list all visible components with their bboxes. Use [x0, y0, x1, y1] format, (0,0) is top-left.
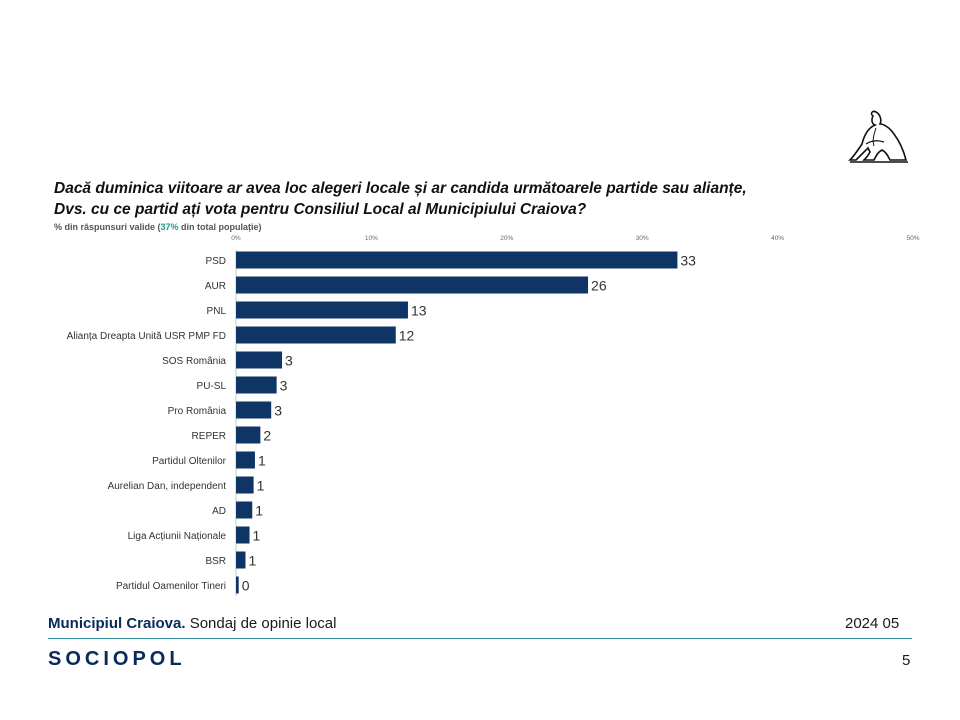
category-label: PSD	[205, 256, 226, 267]
category-label: BSR	[205, 556, 226, 567]
category-label: PU-SL	[197, 381, 227, 392]
data-label: 1	[257, 478, 265, 494]
bar	[236, 426, 261, 444]
category-label: Partidul Oamenilor Tineri	[116, 581, 226, 592]
bar	[236, 401, 272, 419]
bar	[236, 351, 283, 369]
data-label: 1	[255, 503, 263, 519]
footer-date: 2024 05	[845, 615, 900, 632]
footer-divider	[48, 638, 912, 639]
data-label: 1	[253, 528, 261, 544]
bar	[236, 251, 678, 269]
x-tick-label: 40%	[771, 235, 784, 242]
data-label: 1	[248, 553, 256, 569]
data-label: 12	[399, 328, 415, 344]
data-label: 3	[280, 378, 288, 394]
chart-question: Dacă duminica viitoare ar avea loc alege…	[54, 178, 934, 220]
data-label: 3	[285, 353, 293, 369]
subnote-suffix: din total populație)	[178, 222, 262, 232]
category-label: Aurelian Dan, independent	[108, 481, 227, 492]
category-label: Pro România	[168, 406, 227, 417]
question-line-2: Dvs. cu ce partid ați vota pentru Consil…	[54, 201, 587, 218]
bar	[236, 301, 408, 319]
bar	[236, 276, 589, 294]
footer-title-bold: Municipiul Craiova.	[48, 615, 186, 632]
bar	[236, 576, 239, 594]
category-label: SOS România	[162, 356, 226, 367]
data-label: 33	[680, 253, 696, 269]
category-label: REPER	[192, 431, 226, 442]
category-label: AUR	[205, 281, 226, 292]
category-label: Liga Acțiunii Naționale	[128, 531, 227, 542]
footer-title: Municipiul Craiova. Sondaj de opinie loc…	[48, 615, 336, 632]
data-label: 1	[258, 453, 266, 469]
question-line-1: Dacă duminica viitoare ar avea loc alege…	[54, 180, 747, 197]
category-label: AD	[212, 506, 226, 517]
footer-title-rest: Sondaj de opinie local	[185, 615, 337, 632]
bar	[236, 501, 253, 519]
subnote-highlight: 37%	[160, 222, 179, 232]
page-number: 5	[902, 652, 911, 669]
data-label: 13	[411, 303, 427, 319]
data-label: 0	[242, 578, 250, 594]
category-label: PNL	[207, 306, 227, 317]
thinker-logo-icon	[848, 110, 908, 163]
bar	[236, 551, 246, 569]
x-tick-label: 30%	[636, 235, 649, 242]
x-tick-label: 10%	[365, 235, 378, 242]
bar	[236, 451, 255, 469]
bar	[236, 376, 277, 394]
bar	[236, 526, 250, 544]
category-label: Partidul Oltenilor	[152, 456, 227, 467]
bar	[236, 476, 254, 494]
x-tick-label: 50%	[906, 235, 919, 242]
subnote-prefix: % din răspunsuri valide (	[54, 222, 161, 232]
brand-logo: SOCIOPOL	[48, 648, 186, 670]
data-label: 3	[274, 403, 282, 419]
data-label: 2	[263, 428, 271, 444]
x-tick-label: 0%	[231, 235, 241, 242]
bar	[236, 326, 396, 344]
category-label: Alianța Dreapta Unită USR PMP FD	[67, 331, 226, 342]
chart-subnote: % din răspunsuri valide (37% din total p…	[54, 222, 262, 232]
data-label: 26	[591, 278, 607, 294]
x-tick-label: 20%	[500, 235, 513, 242]
